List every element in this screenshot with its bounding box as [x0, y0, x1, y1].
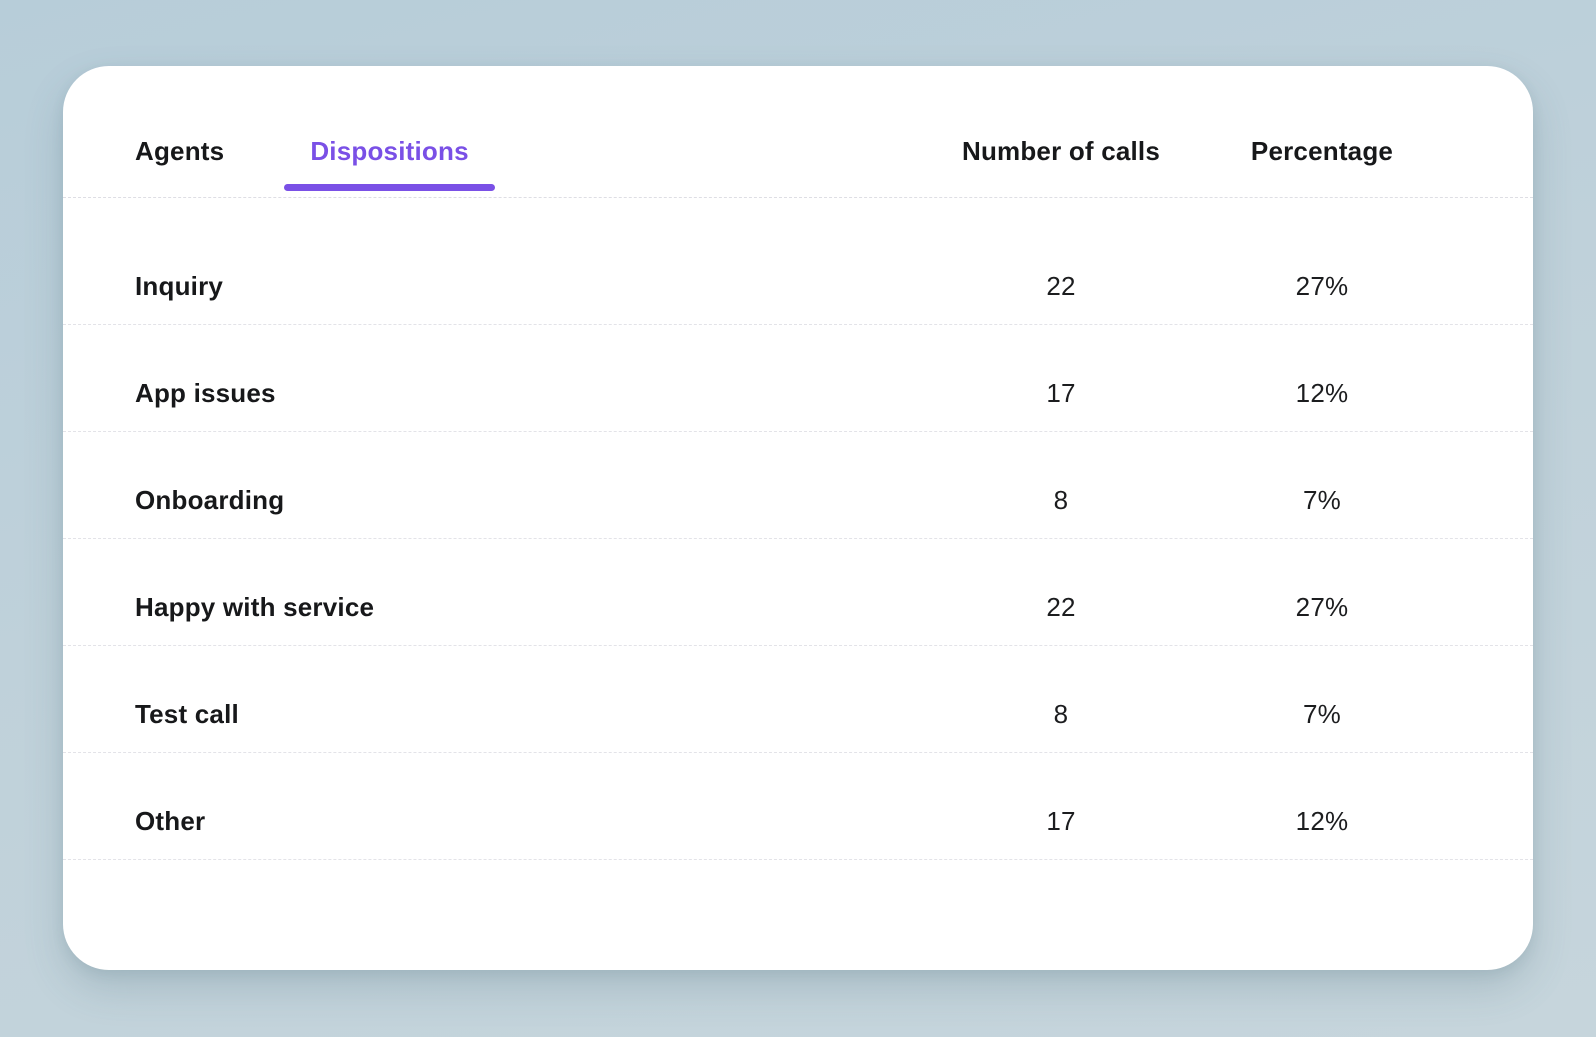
table-row: Other 17 12%	[63, 753, 1533, 860]
table-row: Test call 8 7%	[63, 646, 1533, 753]
table-row: Onboarding 8 7%	[63, 432, 1533, 539]
row-percentage-value: 7%	[1303, 485, 1341, 515]
row-calls-value: 22	[1046, 592, 1076, 622]
dispositions-card: Agents Dispositions Number of calls Perc…	[63, 66, 1533, 970]
row-calls-value: 8	[1053, 485, 1069, 515]
row-calls-value: 17	[1046, 806, 1076, 836]
row-label: Happy with service	[135, 592, 375, 622]
column-header-percentage: Percentage	[1250, 136, 1394, 166]
tab-dispositions[interactable]: Dispositions	[284, 136, 496, 191]
row-label: Test call	[135, 699, 239, 729]
row-calls-value: 8	[1053, 699, 1069, 729]
row-label: Onboarding	[135, 485, 285, 515]
table-row: Inquiry 22 27%	[63, 198, 1533, 325]
row-label: App issues	[135, 378, 276, 408]
row-label: Other	[135, 806, 206, 836]
row-label: Inquiry	[135, 271, 224, 301]
table-row: App issues 17 12%	[63, 325, 1533, 432]
row-percentage-value: 7%	[1303, 699, 1341, 729]
row-percentage-value: 12%	[1295, 806, 1349, 836]
row-percentage-value: 27%	[1295, 271, 1349, 301]
row-percentage-value: 27%	[1295, 592, 1349, 622]
tab-bar: Agents Dispositions	[135, 136, 935, 191]
row-percentage-value: 12%	[1295, 378, 1349, 408]
table-header: Agents Dispositions Number of calls Perc…	[63, 66, 1533, 198]
table-row: Happy with service 22 27%	[63, 539, 1533, 646]
row-calls-value: 17	[1046, 378, 1076, 408]
column-header-number-of-calls: Number of calls	[961, 136, 1161, 166]
tab-agents[interactable]: Agents	[135, 136, 225, 166]
row-calls-value: 22	[1046, 271, 1076, 301]
dispositions-table: Inquiry 22 27% App issues 17 12% Onboard…	[63, 198, 1533, 860]
